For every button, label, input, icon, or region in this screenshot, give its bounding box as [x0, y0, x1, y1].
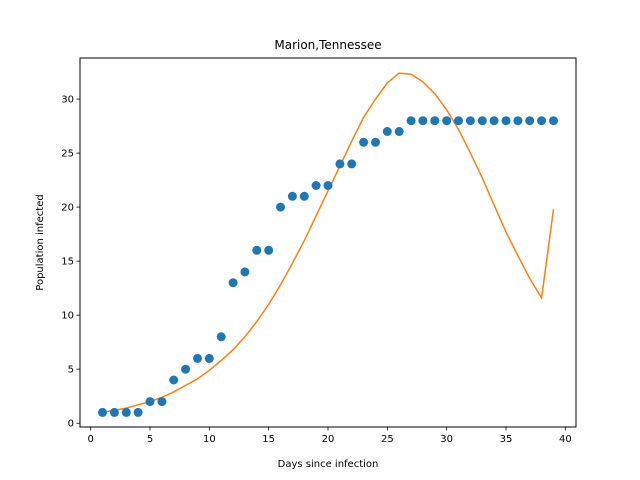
fit-line	[102, 72, 555, 414]
data-point	[335, 159, 345, 169]
data-point	[430, 116, 440, 126]
data-point	[264, 245, 274, 255]
y-axis-label: Population infected	[35, 194, 46, 290]
x-tick-label: 15	[262, 434, 275, 445]
y-tick-label: 10	[61, 311, 74, 322]
data-point	[240, 267, 250, 277]
data-point	[406, 116, 416, 126]
y-tick-label: 25	[61, 149, 74, 160]
y-tick-label: 30	[61, 95, 74, 106]
data-point	[216, 332, 226, 342]
y-tick-label: 0	[68, 419, 74, 430]
data-point	[204, 353, 214, 363]
data-point	[121, 407, 131, 417]
data-point	[477, 116, 487, 126]
data-point	[109, 407, 119, 417]
data-point	[193, 353, 202, 363]
data-point	[252, 245, 262, 255]
y-tick-label: 15	[61, 257, 74, 268]
data-point	[181, 364, 191, 374]
data-point	[525, 116, 535, 126]
plot-area	[98, 72, 558, 417]
data-point	[299, 191, 309, 201]
data-point	[371, 137, 380, 147]
x-tick-label: 10	[203, 434, 216, 445]
data-point	[465, 116, 475, 126]
x-tick-label: 35	[500, 434, 513, 445]
y-tick-label: 20	[61, 203, 74, 214]
x-axis-label: Days since infection	[278, 459, 379, 470]
x-tick-label: 30	[440, 434, 453, 445]
chart-title: Marion,Tennessee	[274, 38, 381, 52]
data-point	[157, 397, 167, 407]
data-point	[501, 116, 511, 126]
x-tick-label: 0	[87, 434, 93, 445]
x-tick-label: 25	[381, 434, 394, 445]
data-point	[549, 116, 558, 126]
data-point	[311, 181, 321, 190]
data-point	[394, 127, 404, 136]
data-point	[287, 191, 297, 201]
data-point	[418, 116, 428, 126]
data-point	[454, 116, 463, 126]
x-tick-label: 20	[322, 434, 335, 445]
y-axis: 0 5 10 15 20 25 30	[61, 95, 80, 430]
data-point	[382, 127, 392, 136]
data-point	[228, 278, 238, 288]
x-axis: 0 5 10 15 20 25 30 35 40	[87, 427, 572, 445]
x-tick-label: 40	[559, 434, 572, 445]
data-point	[359, 137, 369, 147]
data-point	[98, 407, 107, 417]
data-point	[347, 159, 357, 169]
data-point	[489, 116, 499, 126]
data-point	[276, 202, 285, 212]
y-tick-label: 5	[68, 365, 74, 376]
data-point	[537, 116, 547, 126]
data-point	[145, 397, 155, 407]
data-point	[323, 181, 333, 190]
data-point	[169, 375, 179, 385]
x-tick-label: 5	[147, 434, 153, 445]
data-point	[442, 116, 452, 126]
data-point	[133, 407, 143, 417]
data-point	[513, 116, 523, 126]
